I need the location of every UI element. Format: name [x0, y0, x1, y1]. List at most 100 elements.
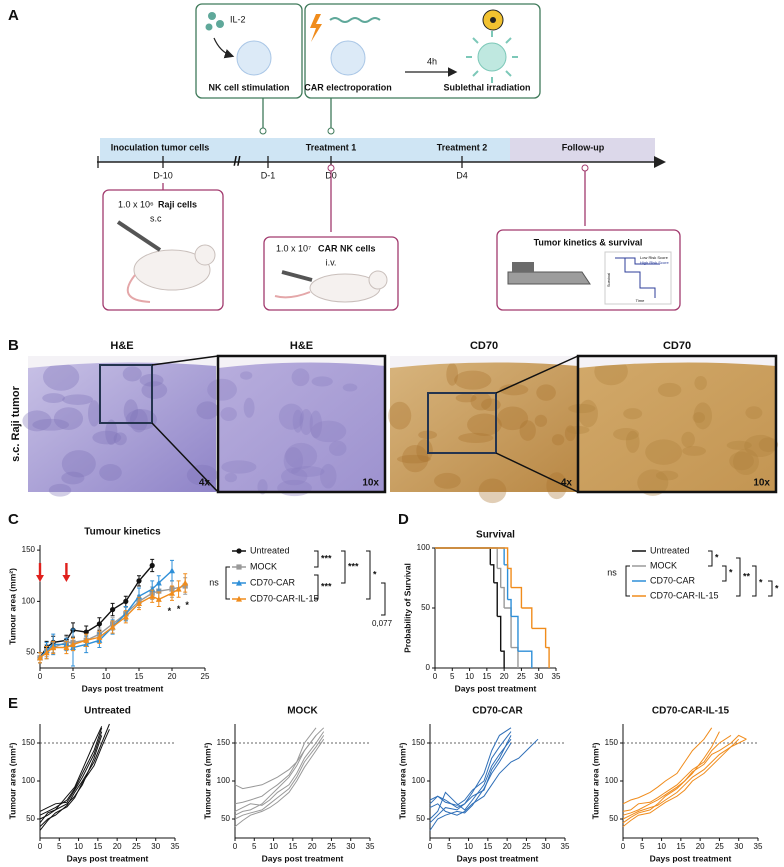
y-tick-label: 100 — [412, 776, 426, 785]
y-tick-label: 150 — [217, 738, 231, 747]
inset-curves — [615, 257, 660, 298]
tissue-texture — [240, 371, 253, 380]
significance: *** — [321, 581, 332, 591]
marker — [175, 585, 182, 592]
x-tick-label: 10 — [269, 842, 278, 851]
curve-annotation: * — [177, 604, 181, 614]
tissue-texture — [434, 472, 461, 489]
significance: * — [775, 583, 779, 593]
survival-step — [507, 598, 512, 617]
legend-label: CD70-CAR — [250, 577, 296, 587]
x-tick-label: 25 — [327, 842, 336, 851]
followup-band — [510, 138, 655, 162]
duration-label: 4h — [427, 56, 437, 66]
tissue-texture — [681, 431, 695, 448]
mrna — [329, 17, 381, 23]
legend-label: CD70-CAR-IL-15 — [650, 590, 719, 600]
significance: ns — [209, 577, 219, 587]
tissue-texture — [455, 393, 477, 403]
tissue-texture — [694, 375, 707, 391]
x-tick-label: 25 — [522, 842, 531, 851]
tissue-texture — [657, 382, 682, 398]
tissue-texture — [42, 363, 80, 391]
tissue-edge — [28, 356, 216, 368]
chart-title: CD70-CAR — [472, 706, 523, 717]
marker — [50, 644, 57, 651]
irradiated-cell — [477, 42, 507, 72]
panel-letter: D — [398, 511, 409, 528]
significance: * — [729, 567, 733, 577]
zoom-frame — [576, 354, 778, 494]
x-tick-label: 35 — [754, 842, 763, 851]
x-tick-label: 10 — [464, 842, 473, 851]
x-tick-label: 30 — [346, 842, 355, 851]
y-tick-label: 0 — [426, 663, 431, 672]
tissue-texture — [551, 434, 565, 446]
cell-spikes — [466, 31, 518, 83]
marker — [96, 634, 103, 640]
legend-label: CD70-CAR-IL-15 — [250, 593, 319, 603]
data-line — [622, 734, 732, 812]
route: s.c — [150, 213, 162, 223]
x-tick-label: 35 — [366, 842, 375, 851]
legend-label: MOCK — [250, 561, 277, 571]
data-line — [234, 727, 317, 805]
cytokine — [208, 12, 216, 20]
connector — [162, 168, 586, 232]
data-line — [39, 729, 110, 831]
marker — [136, 600, 142, 607]
charts: C Tumour kinetics Days post treatment Tumou… — [7, 511, 779, 863]
bracket — [341, 550, 346, 584]
survival-step — [517, 650, 533, 668]
bracket — [708, 550, 713, 567]
x-tick-label: 20 — [113, 842, 122, 851]
panel-letter: E — [8, 695, 18, 712]
tissue-texture — [454, 370, 492, 390]
significance: * — [373, 569, 377, 579]
tissue-texture — [278, 403, 304, 430]
connector-end — [581, 164, 589, 172]
bracket — [381, 582, 386, 616]
stain-label: H&E — [110, 340, 133, 352]
tissue-texture — [123, 399, 138, 423]
survival-inset — [604, 251, 672, 305]
dose: 1.0 x 10⁶ — [118, 199, 154, 209]
tissue-texture — [243, 397, 255, 418]
survival-step — [435, 547, 498, 569]
phase-label: Treatment 1 — [306, 142, 357, 152]
tissue-texture — [446, 362, 458, 386]
legend-label: CD70-CAR — [650, 575, 696, 585]
data-line — [234, 735, 325, 820]
tissue-texture — [655, 470, 679, 481]
tissue-texture — [141, 381, 168, 399]
x-tick-label: 5 — [71, 672, 76, 681]
lightning — [310, 14, 322, 42]
tissue-texture — [277, 479, 312, 497]
cytokine — [205, 23, 213, 31]
x-tick-label: 5 — [450, 672, 455, 681]
chart-title: Tumour kinetics — [84, 527, 161, 538]
tissue-texture — [196, 401, 219, 420]
tissue-texture — [564, 425, 576, 442]
tissue-texture — [224, 472, 238, 483]
marker — [37, 654, 43, 661]
survival-step — [521, 607, 533, 629]
x-tick-label: 0 — [428, 842, 433, 851]
significance: ** — [743, 571, 751, 581]
inset-y-label: Survival — [606, 273, 611, 287]
data-line — [622, 731, 720, 824]
connector-end — [259, 127, 267, 135]
tissue-texture — [536, 384, 556, 401]
x-tick-label: 30 — [534, 672, 543, 681]
day-label: D4 — [456, 170, 468, 180]
x-tick-label: 20 — [308, 842, 317, 851]
legend-label: Untreated — [650, 545, 690, 555]
followup-title: Tumor kinetics & survival — [534, 237, 643, 247]
mouse-tail — [126, 274, 151, 303]
tissue-texture — [534, 414, 548, 427]
x-tick-label: 30 — [734, 842, 743, 851]
marker — [96, 621, 102, 627]
x-tick-label: 15 — [482, 672, 491, 681]
bracket — [314, 574, 319, 600]
bracket — [314, 550, 319, 568]
